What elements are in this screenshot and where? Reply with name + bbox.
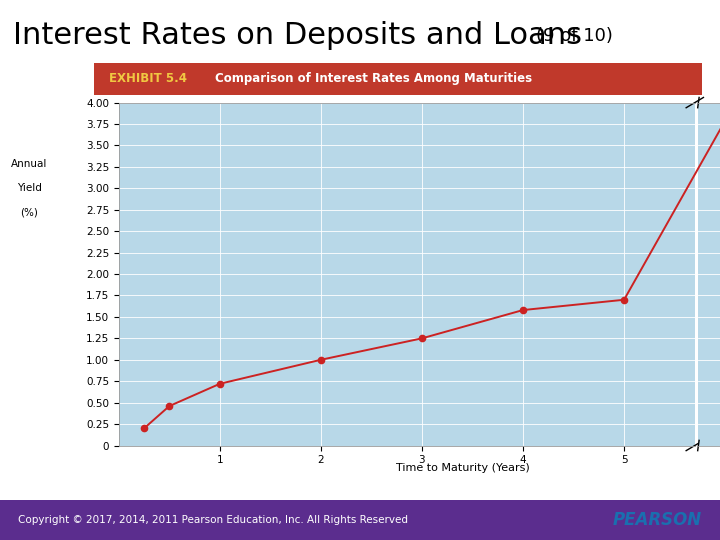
Text: Copyright © 2017, 2014, 2011 Pearson Education, Inc. All Rights Reserved: Copyright © 2017, 2014, 2011 Pearson Edu… xyxy=(18,515,408,525)
Text: (%): (%) xyxy=(21,207,38,217)
Text: Comparison of Interest Rates Among Maturities: Comparison of Interest Rates Among Matur… xyxy=(215,72,532,85)
Text: PEARSON: PEARSON xyxy=(613,511,702,529)
Text: Interest Rates on Deposits and Loans: Interest Rates on Deposits and Loans xyxy=(13,21,582,50)
Text: EXHIBIT 5.4: EXHIBIT 5.4 xyxy=(109,72,186,85)
Text: Annual: Annual xyxy=(12,159,48,170)
Text: Yield: Yield xyxy=(17,183,42,193)
Text: (9 of 10): (9 of 10) xyxy=(536,26,613,45)
Text: Time to Maturity (Years): Time to Maturity (Years) xyxy=(397,463,530,472)
